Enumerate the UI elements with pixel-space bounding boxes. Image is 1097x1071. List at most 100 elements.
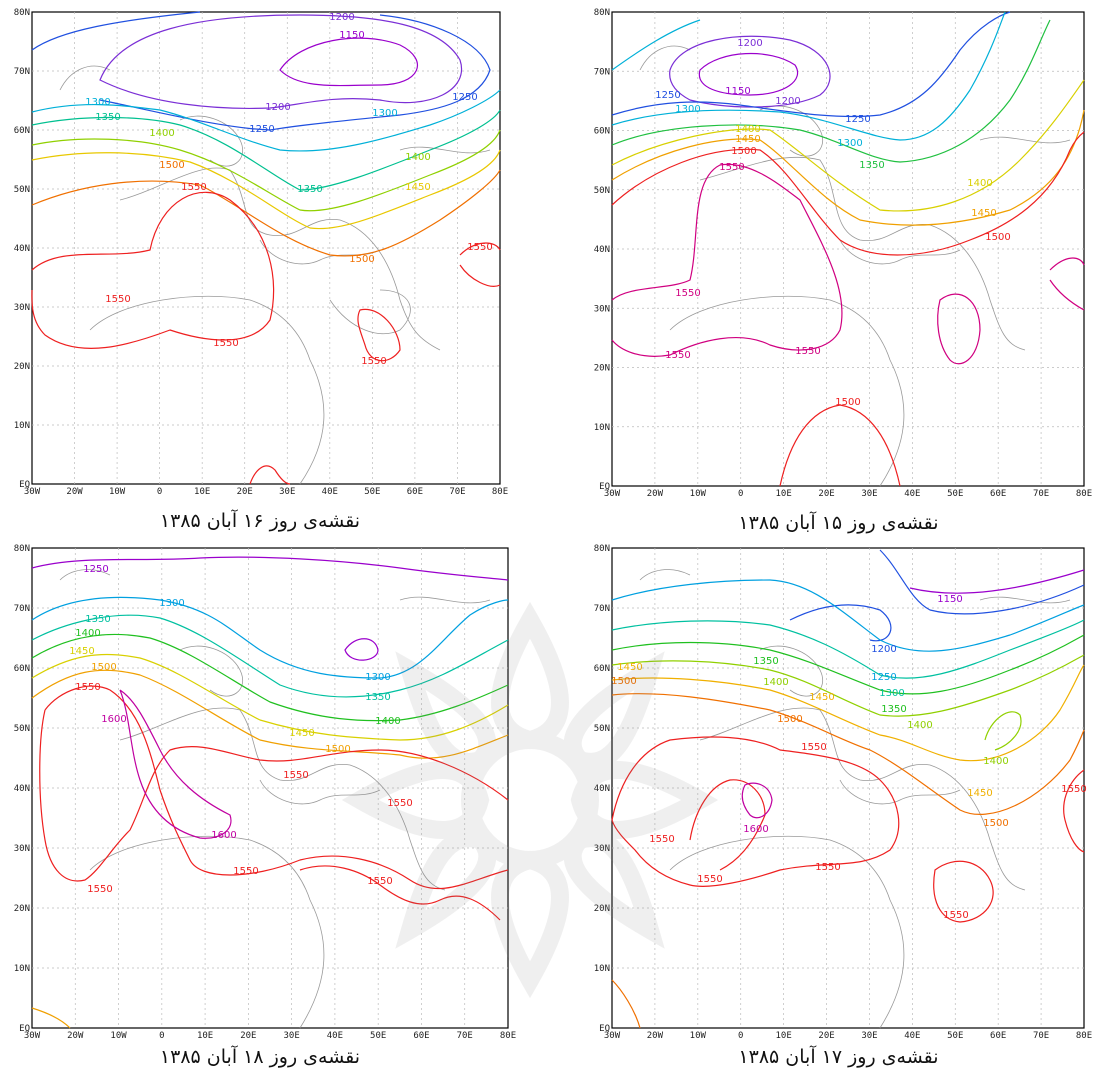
contour-1600-b bbox=[31, 1007, 71, 1029]
lon-tick-label: 0 bbox=[738, 489, 743, 499]
lon-ticks: 30W 20W 10W 0 10E 20E 30E 40E 50E 60E 70E 80E bbox=[24, 487, 508, 497]
lon-tick-label: 70E bbox=[1033, 489, 1049, 499]
lon-tick-label: 30W bbox=[604, 489, 621, 499]
contour-labels-17: 1150 1200 1250 1300 1350 1350 1400 1400 … bbox=[611, 594, 1086, 921]
contour-1250 bbox=[611, 11, 1011, 118]
map-18-svg: 1250 1300 1300 1350 1350 1400 1400 1450 … bbox=[14, 544, 516, 1041]
contour-label: 1400 bbox=[763, 677, 788, 688]
lat-tick-label: EQ bbox=[19, 480, 30, 490]
lon-tick-label: 40E bbox=[327, 1031, 343, 1041]
contour-1450 bbox=[611, 664, 1085, 762]
lon-tick-label: 40E bbox=[904, 1031, 920, 1041]
contour-1500-a bbox=[611, 131, 1085, 256]
lon-tick-label: 30E bbox=[284, 1031, 300, 1041]
coastlines bbox=[639, 45, 1071, 487]
contour-1450 bbox=[611, 109, 1085, 226]
contour-label: 1300 bbox=[372, 108, 397, 119]
map-panel-18: 1250 1300 1300 1350 1350 1400 1400 1450 … bbox=[0, 540, 520, 1071]
contour-label: 1500 bbox=[611, 676, 636, 687]
contour-label: 1500 bbox=[325, 744, 350, 755]
contour-label: 1200 bbox=[871, 644, 896, 655]
contour-label: 1250 bbox=[845, 114, 870, 125]
contour-1500 bbox=[31, 669, 509, 759]
contour-label: 1200 bbox=[775, 96, 800, 107]
contour-label: 1400 bbox=[149, 128, 174, 139]
contour-label: 1550 bbox=[719, 162, 744, 173]
contour-1550-b bbox=[357, 308, 401, 362]
map-caption-18: نقشه‌ی روز ۱۸ آبان ۱۳۸۵ bbox=[159, 1046, 361, 1068]
contour-1500-b bbox=[779, 404, 901, 487]
contour-1150 bbox=[909, 569, 1085, 594]
contour-labels-16: 1200 1150 1200 1250 1250 1300 1300 1350 … bbox=[85, 12, 492, 367]
contour-label: 1300 bbox=[85, 97, 110, 108]
lon-tick-label: 80E bbox=[1076, 489, 1092, 499]
lon-tick-label: 30W bbox=[604, 1031, 621, 1041]
lat-tick-label: 40N bbox=[594, 245, 610, 255]
contour-1300 bbox=[31, 596, 509, 679]
lon-tick-label: 20W bbox=[66, 487, 83, 497]
lon-tick-label: 70E bbox=[1033, 1031, 1049, 1041]
contour-1250-b bbox=[344, 638, 379, 661]
grid bbox=[32, 12, 500, 484]
contour-label: 1300 bbox=[675, 104, 700, 115]
lat-tick-label: 70N bbox=[14, 604, 30, 614]
lon-tick-label: 20W bbox=[647, 1031, 664, 1041]
contour-label: 1200 bbox=[737, 38, 762, 49]
lon-tick-label: 80E bbox=[500, 1031, 516, 1041]
contour-1500 bbox=[31, 169, 501, 257]
lat-tick-label: 80N bbox=[14, 8, 30, 18]
lon-tick-label: 70E bbox=[457, 1031, 473, 1041]
lat-tick-label: 10N bbox=[594, 423, 610, 433]
contour-1550-c bbox=[459, 242, 501, 287]
contour-label: 1550 bbox=[665, 350, 690, 361]
lon-tick-label: 50E bbox=[947, 489, 963, 499]
lon-tick-label: 20E bbox=[818, 489, 834, 499]
lon-tick-label: 0 bbox=[159, 1031, 164, 1041]
map-caption-17: نقشه‌ی روز ۱۷ آبان ۱۳۸۵ bbox=[738, 1046, 939, 1068]
lon-tick-label: 10E bbox=[776, 1031, 792, 1041]
contour-label: 1550 bbox=[181, 182, 206, 193]
contour-1150 bbox=[698, 52, 798, 96]
lat-tick-label: 70N bbox=[14, 67, 30, 77]
lat-tick-label: EQ bbox=[599, 482, 610, 492]
contour-1500 bbox=[611, 693, 1085, 815]
lat-tick-label: 10N bbox=[14, 964, 30, 974]
lon-ticks: 30W 20W 10W 0 10E 20E 30E 40E 50E 60E 70E 80E bbox=[604, 1031, 1092, 1041]
contour-1550-b bbox=[933, 860, 994, 923]
contour-1300 bbox=[611, 11, 1006, 141]
contour-label: 1500 bbox=[835, 397, 860, 408]
lat-tick-label: EQ bbox=[599, 1024, 610, 1034]
contour-1350 bbox=[611, 19, 1051, 163]
contour-1400 bbox=[611, 79, 1085, 212]
lat-tick-label: 40N bbox=[14, 784, 30, 794]
contour-label: 1500 bbox=[159, 160, 184, 171]
contours-15 bbox=[611, 11, 1085, 487]
coastlines bbox=[59, 569, 491, 1029]
lat-tick-label: 50N bbox=[14, 724, 30, 734]
contour-label: 1200 bbox=[329, 12, 354, 23]
contour-1250 bbox=[31, 11, 491, 131]
contour-label: 1450 bbox=[971, 208, 996, 219]
contour-1200 bbox=[99, 14, 463, 109]
contour-label: 1600 bbox=[101, 714, 126, 725]
contour-1200 bbox=[669, 35, 831, 108]
contour-label: 1500 bbox=[983, 818, 1008, 829]
contour-label: 1350 bbox=[95, 112, 120, 123]
map-panel-15: 1200 1150 1200 1250 1250 1300 1300 1350 … bbox=[580, 0, 1097, 545]
contour-label: 1300 bbox=[365, 672, 390, 683]
lon-tick-label: 20E bbox=[237, 487, 253, 497]
map-panel-17: 1150 1200 1250 1300 1350 1350 1400 1400 … bbox=[580, 540, 1097, 1071]
contour-label: 1600 bbox=[211, 830, 236, 841]
lat-tick-label: 80N bbox=[14, 544, 30, 554]
lat-tick-label: EQ bbox=[19, 1024, 30, 1034]
lon-tick-label: 50E bbox=[947, 1031, 963, 1041]
coastlines bbox=[639, 569, 1071, 1029]
lon-tick-label: 60E bbox=[407, 487, 423, 497]
contour-label: 1250 bbox=[83, 564, 108, 575]
contour-label: 1450 bbox=[617, 662, 642, 673]
lat-tick-label: 50N bbox=[594, 724, 610, 734]
lon-tick-label: 10W bbox=[690, 1031, 707, 1041]
contour-label: 1250 bbox=[452, 92, 477, 103]
lat-ticks: EQ 10N 20N 30N 40N 50N 60N 70N 80N bbox=[14, 544, 30, 1034]
contours-17 bbox=[611, 549, 1085, 1029]
